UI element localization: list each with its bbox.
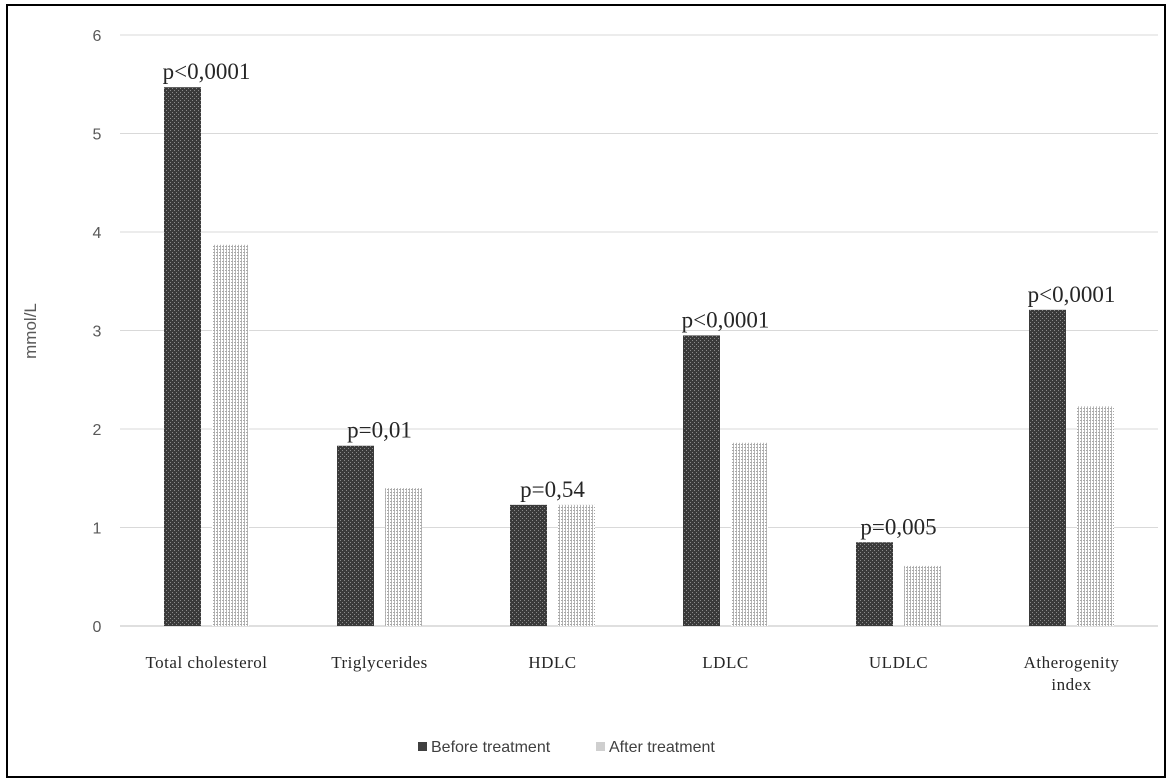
bar-after bbox=[212, 244, 249, 626]
bar-after bbox=[904, 565, 941, 626]
p-value-label: p<0,0001 bbox=[1028, 282, 1116, 307]
y-tick-label: 3 bbox=[93, 324, 102, 341]
legend-swatch bbox=[418, 742, 427, 751]
legend-swatch bbox=[596, 742, 605, 751]
y-tick-label: 4 bbox=[93, 225, 102, 242]
y-tick-label: 5 bbox=[93, 127, 102, 144]
gridlines bbox=[120, 34, 1158, 627]
y-axis-label: mmol/L bbox=[21, 303, 40, 359]
legend-label: Before treatment bbox=[431, 739, 551, 756]
bar-after bbox=[558, 504, 595, 626]
p-value-label: p=0,01 bbox=[347, 418, 412, 443]
category-labels: Total cholesterol Triglycerides HDLC LDLC UL… bbox=[145, 653, 1120, 694]
category-label: index bbox=[1051, 675, 1091, 694]
category-label: ULDLC bbox=[869, 653, 928, 672]
bar-after bbox=[385, 488, 422, 626]
y-axis-ticks: 0 1 2 3 4 5 6 bbox=[93, 28, 102, 636]
p-value-annotations: p<0,0001 p=0,01 p=0,54 p<0,0001 p=0,005 p<0,0… bbox=[163, 59, 1116, 539]
bar-before bbox=[337, 445, 374, 626]
y-tick-label: 6 bbox=[93, 28, 102, 45]
bars bbox=[164, 87, 1114, 626]
y-tick-label: 0 bbox=[93, 619, 102, 636]
category-label: Atherogenity bbox=[1024, 653, 1120, 672]
p-value-label: p=0,005 bbox=[860, 514, 936, 539]
category-label: Total cholesterol bbox=[145, 653, 267, 672]
y-tick-label: 1 bbox=[93, 521, 102, 538]
bar-before bbox=[1029, 309, 1066, 626]
legend: Before treatment After treatment bbox=[418, 739, 715, 756]
category-label: HDLC bbox=[528, 653, 576, 672]
bar-after bbox=[731, 442, 768, 626]
y-tick-label: 2 bbox=[93, 422, 102, 439]
bar-before bbox=[683, 335, 720, 626]
category-label: LDLC bbox=[702, 653, 748, 672]
p-value-label: p<0,0001 bbox=[682, 307, 770, 332]
bar-before bbox=[856, 542, 893, 626]
p-value-label: p<0,0001 bbox=[163, 59, 251, 84]
category-label: Triglycerides bbox=[331, 653, 428, 672]
bar-before bbox=[164, 87, 201, 626]
bar-after bbox=[1077, 406, 1114, 626]
bar-before bbox=[510, 504, 547, 626]
legend-label: After treatment bbox=[609, 739, 715, 756]
p-value-label: p=0,54 bbox=[520, 477, 585, 502]
